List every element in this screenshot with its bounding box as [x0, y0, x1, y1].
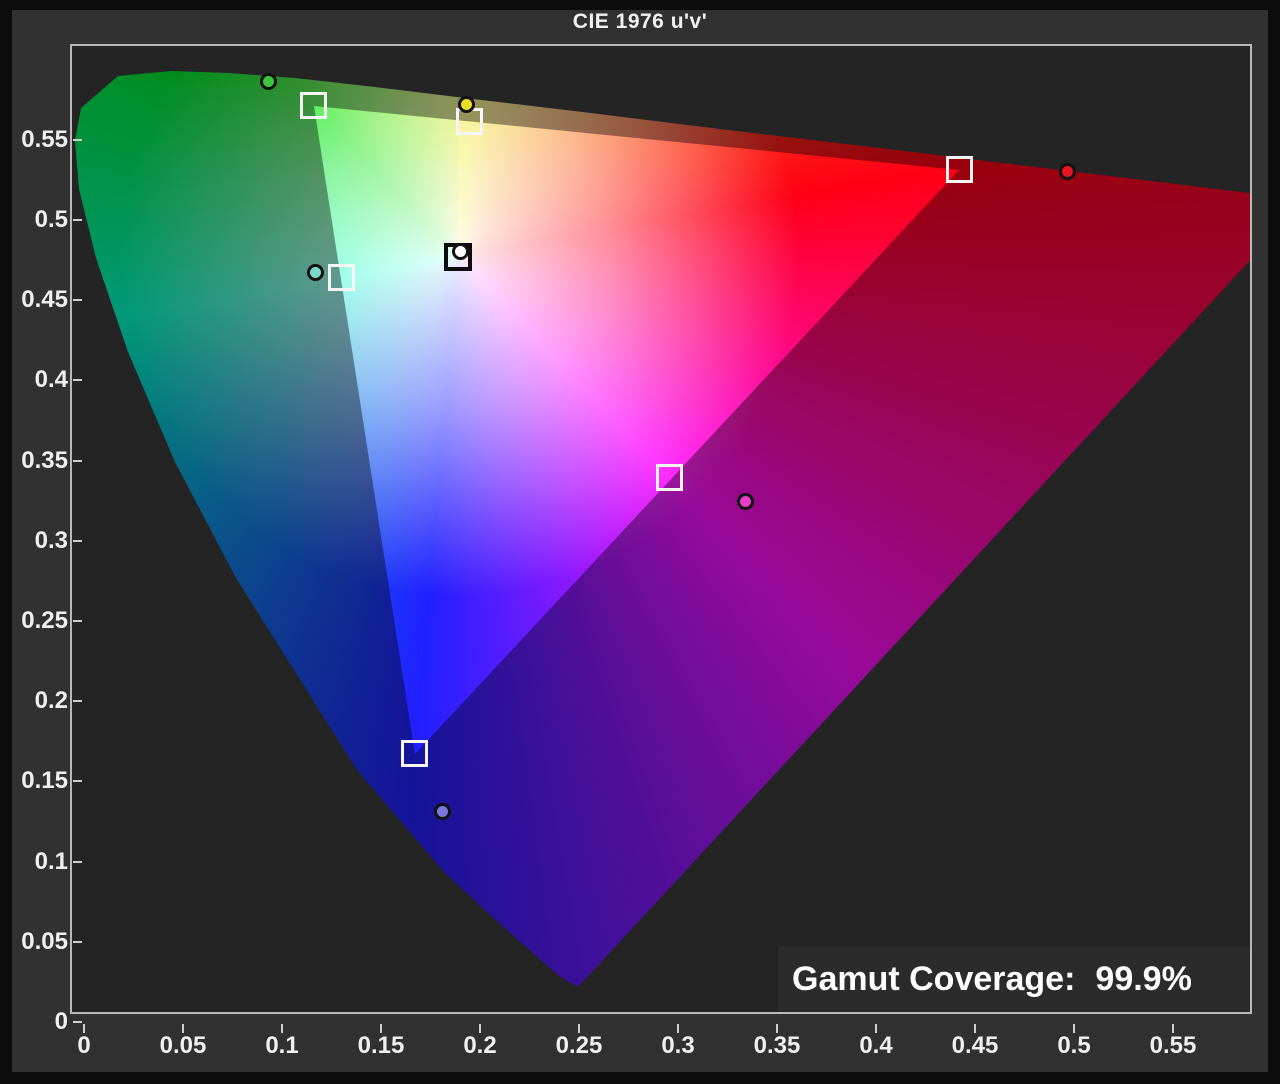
- x-axis-tick-label: 0.05: [159, 1032, 207, 1059]
- x-axis-tick: [83, 1024, 85, 1033]
- target-cyan-square: [327, 263, 355, 291]
- y-axis-tick: [73, 780, 82, 783]
- x-axis-tick: [776, 1024, 778, 1033]
- x-axis-tick: [677, 1024, 679, 1033]
- y-axis-tick-label: 0.15: [21, 767, 68, 795]
- y-axis-tick-label: 0.4: [34, 366, 68, 394]
- y-axis-tick: [73, 539, 82, 542]
- y-axis-tick-label: 0.3: [34, 526, 68, 554]
- x-axis-tick-label: 0.15: [357, 1032, 405, 1059]
- y-axis-tick: [73, 1021, 82, 1023]
- y-axis-tick-label: 0.2: [34, 687, 68, 715]
- y-axis-tick-label: 0.35: [21, 446, 68, 474]
- measured-cyan-point: [307, 264, 325, 282]
- measured-blue-point: [433, 803, 451, 820]
- x-axis-tick-label: 0.45: [951, 1032, 999, 1059]
- x-axis-tick-label: 0.1: [265, 1032, 299, 1059]
- x-axis-tick-label: 0.4: [859, 1032, 893, 1059]
- x-axis-tick-label: 0.5: [1057, 1032, 1091, 1059]
- measured-green-point: [259, 73, 277, 91]
- x-axis-tick-label: 0.25: [555, 1032, 603, 1059]
- target-blue-square: [401, 740, 429, 768]
- y-axis-tick-label: 0: [54, 1008, 68, 1035]
- y-axis-tick-label: 0.25: [21, 607, 68, 634]
- y-axis-tick: [73, 700, 82, 703]
- y-axis-tick: [73, 299, 82, 302]
- x-axis-tick: [875, 1024, 877, 1033]
- measured-red-point: [1059, 163, 1077, 180]
- y-axis-tick: [73, 219, 82, 221]
- y-axis-tick-label: 0.5: [34, 206, 68, 233]
- x-axis-tick: [281, 1024, 283, 1033]
- target-red-square: [945, 156, 973, 184]
- x-axis-tick: [479, 1024, 481, 1033]
- x-axis-tick: [578, 1024, 580, 1033]
- x-axis-tick: [974, 1024, 976, 1033]
- measured-magenta-point: [736, 493, 754, 511]
- y-axis-tick-label: 0.55: [21, 125, 68, 153]
- x-axis-tick-label: 0.2: [463, 1032, 497, 1059]
- x-axis-tick-label: 0: [77, 1032, 91, 1059]
- measured-yellow-point: [457, 95, 475, 113]
- y-axis-tick: [73, 860, 82, 863]
- x-axis-tick-label: 0.3: [661, 1032, 695, 1059]
- y-axis-tick: [73, 459, 82, 462]
- target-yellow-square: [456, 108, 484, 136]
- plot-area: Gamut Coverage: 99.9%: [72, 46, 1250, 1012]
- y-axis-tick: [73, 138, 82, 141]
- y-axis-tick-label: 0.1: [34, 847, 68, 875]
- gamut-coverage-value: 99.9%: [1095, 959, 1192, 998]
- x-axis-tick: [1073, 1024, 1075, 1033]
- x-axis-tick: [182, 1024, 184, 1033]
- y-axis-tick: [73, 620, 82, 622]
- gamut-coverage-label: Gamut Coverage:: [792, 959, 1076, 998]
- y-axis-tick: [73, 379, 82, 382]
- x-axis-tick-label: 0.55: [1149, 1032, 1197, 1059]
- measured-white-point: [451, 243, 469, 261]
- x-axis-tick-label: 0.35: [753, 1032, 801, 1059]
- x-axis-tick: [1172, 1024, 1174, 1033]
- y-axis-tick-label: 0.05: [21, 927, 68, 955]
- target-magenta-square: [656, 464, 684, 492]
- y-axis-tick-label: 0.45: [21, 286, 68, 314]
- x-axis-tick: [380, 1024, 382, 1033]
- gamut-coverage-badge: Gamut Coverage: 99.9%: [778, 946, 1250, 1012]
- target-green-square: [300, 92, 328, 120]
- y-axis-tick: [73, 940, 82, 943]
- chart-title: CIE 1976 u'v': [572, 10, 708, 33]
